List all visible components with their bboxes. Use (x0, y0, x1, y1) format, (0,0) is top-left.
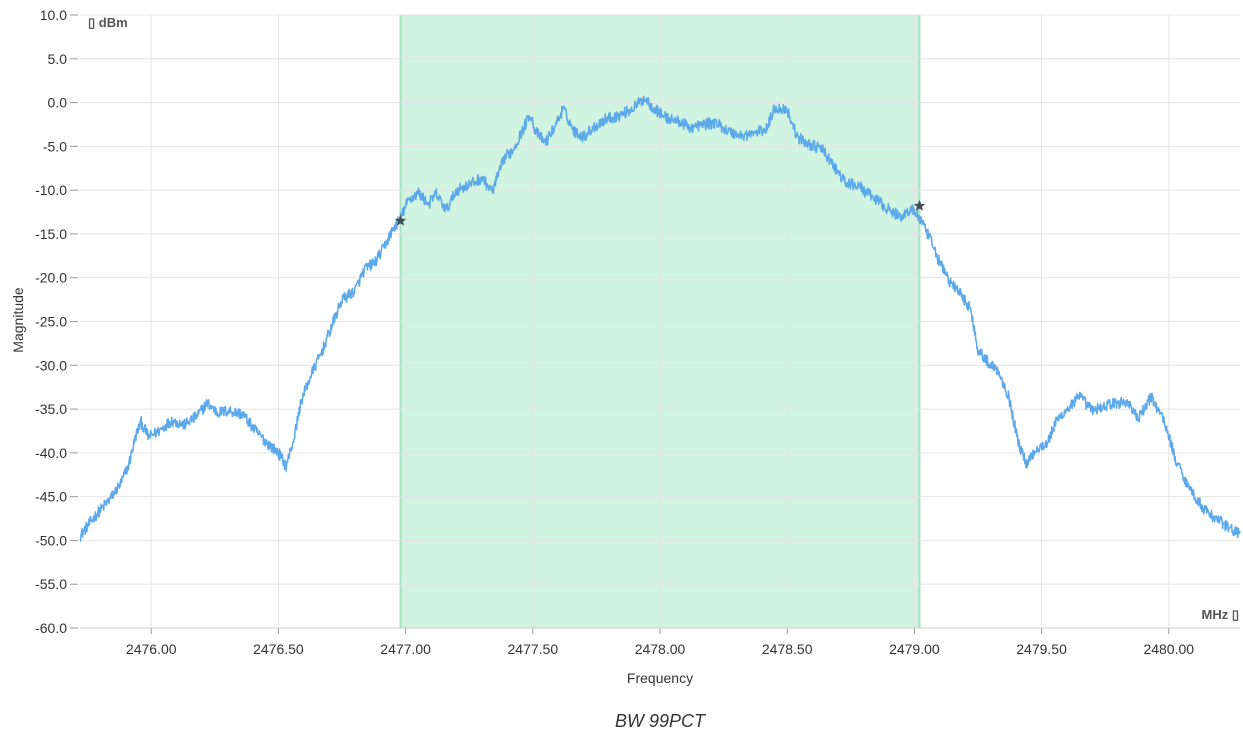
x-axis-title: Frequency (627, 670, 693, 686)
y-unit-label: ▯ dBm (88, 15, 128, 30)
bandwidth-edge-star-marker (913, 199, 926, 211)
y-tick-label: 0.0 (48, 95, 68, 111)
y-tick-label: -45.0 (35, 489, 67, 505)
y-tick-label: -25.0 (35, 314, 67, 330)
x-tick-label: 2476.00 (126, 641, 177, 657)
x-tick-label: 2479.00 (889, 641, 940, 657)
y-tick-label: -30.0 (35, 357, 67, 373)
x-tick-label: 2478.50 (762, 641, 813, 657)
y-tick-label: 5.0 (48, 51, 68, 67)
y-tick-label: -15.0 (35, 226, 67, 242)
grid-layer (80, 14, 1240, 629)
y-tick-label: -50.0 (35, 532, 67, 548)
y-tick-label: -40.0 (35, 445, 67, 461)
series-layer (79, 95, 1241, 542)
spectrum-trace (79, 95, 1241, 542)
y-tick-layer: 10.0 5.0 0.0 -5.0 -10.0 -15.0 -20.0 -25.0 -30.0 -… (35, 7, 78, 636)
chart-caption: BW 99PCT (615, 711, 707, 731)
y-tick-label: -60.0 (35, 620, 67, 636)
x-tick-label: 2477.50 (508, 641, 559, 657)
y-tick-label: -5.0 (43, 138, 67, 154)
y-tick-label: -55.0 (35, 576, 67, 592)
marker-layer (394, 199, 926, 226)
x-tick-label: 2479.50 (1016, 641, 1067, 657)
x-tick-layer: 2476.00 2476.50 2477.00 2477.50 2478.00 2478.… (80, 627, 1240, 657)
y-tick-label: -10.0 (35, 182, 67, 198)
x-unit-label: MHz ▯ (1202, 607, 1239, 622)
x-tick-label: 2480.00 (1143, 641, 1194, 657)
x-tick-label: 2478.00 (635, 641, 686, 657)
y-axis-title: Magnitude (10, 287, 26, 353)
bandwidth-edge-star-marker (394, 214, 407, 226)
y-tick-label: -20.0 (35, 270, 67, 286)
y-tick-label: 10.0 (40, 7, 67, 23)
x-tick-label: 2477.00 (380, 641, 431, 657)
y-tick-label: -35.0 (35, 401, 67, 417)
x-tick-label: 2476.50 (253, 641, 304, 657)
